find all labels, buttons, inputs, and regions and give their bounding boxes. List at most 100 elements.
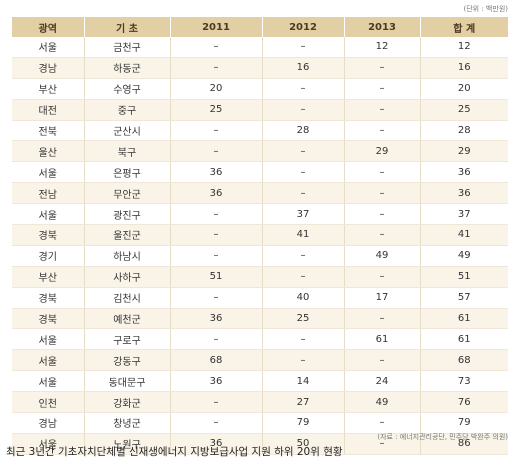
table-cell: 29 xyxy=(420,140,508,163)
table-cell: – xyxy=(170,120,263,142)
table-cell: 울산 xyxy=(12,140,85,163)
unit-note: (단위 : 백만원) xyxy=(463,5,508,13)
table-cell: 50 xyxy=(262,433,345,455)
table-cell: 51 xyxy=(420,266,508,288)
table-cell: – xyxy=(344,78,421,100)
table-cell: – xyxy=(344,120,421,142)
table-cell: 경남 xyxy=(12,57,85,79)
table-cell: 86 xyxy=(420,433,508,455)
caption: 최근 3년간 기초자치단체별 신재생에너지 지방보급사업 지원 하위 20위 현… xyxy=(6,446,343,458)
table-cell: – xyxy=(170,224,263,246)
table-cell: 경북 xyxy=(12,287,85,309)
table-cell: – xyxy=(262,37,345,58)
table-cell: – xyxy=(344,266,421,288)
table-cell: 강동구 xyxy=(84,349,171,372)
table-cell: 16 xyxy=(420,57,508,79)
header-row: 광역 기 초 2011 2012 2013 합 계 xyxy=(12,17,508,37)
table-cell: 서울 xyxy=(12,37,85,58)
table-row: 경북 울진군 –41–41 xyxy=(12,224,508,246)
table-cell: 인천 xyxy=(12,391,85,414)
table-cell: 25 xyxy=(262,308,345,330)
table-row: 대전 중구 25– –25 xyxy=(12,99,508,121)
table-cell: – xyxy=(262,245,345,267)
table-cell: – xyxy=(344,308,421,330)
table-cell: – xyxy=(170,287,263,309)
table-row: 부산 수영구 20– –20 xyxy=(12,78,508,100)
table-row: 서울 구로구 – –61 61 xyxy=(12,328,508,351)
table-cell: 49 xyxy=(344,391,421,414)
table-cell: 사하구 xyxy=(84,266,171,288)
table-cell: 경북 xyxy=(12,308,85,330)
table-cell: 29 xyxy=(344,140,421,163)
table-cell: 부산 xyxy=(12,78,85,100)
table-cell: 서울 xyxy=(12,349,85,372)
table-cell: 36 xyxy=(170,161,263,184)
table-cell: 79 xyxy=(420,412,508,434)
table-cell: – xyxy=(170,245,263,267)
table-cell: 대전 xyxy=(12,99,85,121)
table-cell: – xyxy=(262,140,345,163)
table-cell: 강화군 xyxy=(84,391,171,414)
table-cell: – xyxy=(344,224,421,246)
table-cell: 무안군 xyxy=(84,182,171,205)
table-cell: – xyxy=(170,203,263,226)
table-row: 경북 김천시 –40 17 57 xyxy=(12,287,508,309)
table-cell: 36 xyxy=(170,433,263,455)
table-cell: 17 xyxy=(344,287,421,309)
table-cell: 73 xyxy=(420,370,508,393)
table-cell: 27 xyxy=(262,391,345,414)
header-cell: 2012 xyxy=(262,17,345,37)
table-cell: – xyxy=(170,140,263,163)
header-cell: 광역 xyxy=(12,17,85,37)
table-cell: 68 xyxy=(170,349,263,372)
table-cell: – xyxy=(344,57,421,79)
table-cell: – xyxy=(170,37,263,58)
table-row: 서울 금천구 – –12 12 xyxy=(12,37,508,58)
data-table: 광역 기 초 2011 2012 2013 합 계 서울 금천구 – –12 12 경남 하동군 –16… xyxy=(12,17,508,455)
table-cell: 41 xyxy=(262,224,345,246)
table-cell: 은평구 xyxy=(84,161,171,184)
table-cell: 36 xyxy=(170,370,263,393)
table-cell: – xyxy=(344,412,421,434)
table-cell: 49 xyxy=(344,245,421,267)
table-cell: – xyxy=(344,99,421,121)
table-cell: 79 xyxy=(262,412,345,434)
table-cell: 중구 xyxy=(84,99,171,121)
table-cell: 76 xyxy=(420,391,508,414)
table-cell: 51 xyxy=(170,266,263,288)
table-row: 전북 군산시 –28–28 xyxy=(12,120,508,142)
table-cell: 서울 xyxy=(12,161,85,184)
table-row: 서울 강동구 68– –68 xyxy=(12,349,508,372)
table-row: 경기 하남시 – –49 49 xyxy=(12,245,508,267)
table-cell: – xyxy=(344,203,421,226)
table-cell: 37 xyxy=(262,203,345,226)
table-row: 울산 북구 – –29 29 xyxy=(12,140,508,163)
table-row: 경남 하동군 –16–16 xyxy=(12,57,508,79)
table-row: 인천 강화군 –27 49 76 xyxy=(12,391,508,414)
table-cell: 68 xyxy=(420,349,508,372)
table-cell: – xyxy=(262,266,345,288)
table-cell: – xyxy=(170,328,263,351)
table-cell: 61 xyxy=(420,328,508,351)
table-cell: 부산 xyxy=(12,266,85,288)
source-note: (자료 : 에너지관리공단, 민주당 박완주 의원) xyxy=(377,433,508,441)
table-cell: – xyxy=(344,182,421,205)
table-cell: – xyxy=(262,328,345,351)
table-cell: 14 xyxy=(262,370,345,393)
table-cell: 금천구 xyxy=(84,37,171,58)
table-row: 경북 예천군 36 25–61 xyxy=(12,308,508,330)
table-cell: 김천시 xyxy=(84,287,171,309)
table-cell: 61 xyxy=(420,308,508,330)
table-cell: 24 xyxy=(344,370,421,393)
table-cell: 구로구 xyxy=(84,328,171,351)
table-cell: 25 xyxy=(170,99,263,121)
table-cell: 전북 xyxy=(12,120,85,142)
table-cell: 수영구 xyxy=(84,78,171,100)
table-row: 서울 동대문구 36 14 24 73 xyxy=(12,370,508,393)
table-cell: – xyxy=(170,57,263,79)
table-cell: 군산시 xyxy=(84,120,171,142)
table-cell: 서울 xyxy=(12,433,85,455)
table-cell: 40 xyxy=(262,287,345,309)
table-row: 경남 창녕군 –79–79 xyxy=(12,412,508,434)
